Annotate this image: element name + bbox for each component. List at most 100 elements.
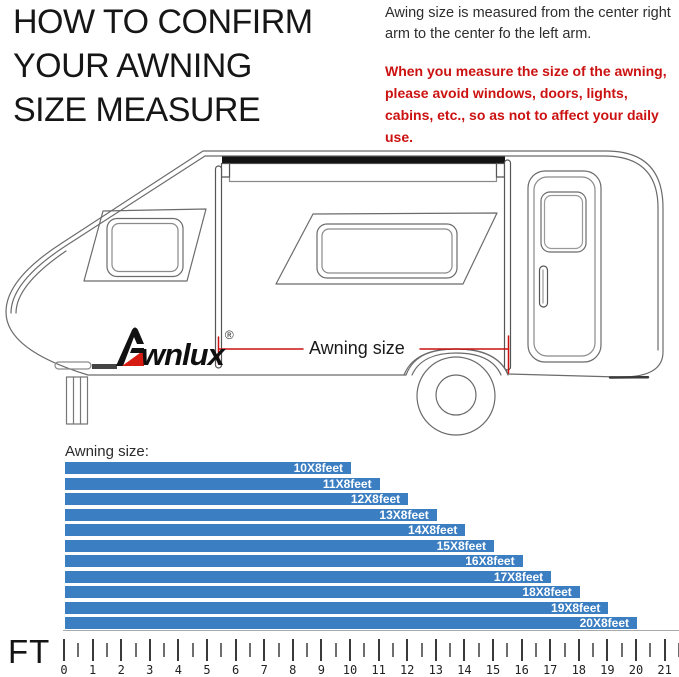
bar-10X8feet: 10X8feet: [65, 462, 351, 474]
bar-18X8feet: 18X8feet: [65, 586, 580, 598]
middle-window: [316, 223, 458, 279]
bar-label: 13X8feet: [379, 507, 429, 522]
awning-arm-right: [503, 159, 512, 371]
tick-9: [320, 639, 323, 661]
door-handle: [538, 265, 549, 308]
tick-21: [663, 639, 666, 661]
middle-window-panel: [275, 212, 498, 285]
tick-17: [549, 639, 552, 661]
tick-16: [520, 639, 523, 661]
bar-15X8feet: 15X8feet: [65, 538, 494, 553]
tick-minor-7.5: [277, 643, 280, 657]
tick-10: [349, 639, 351, 661]
awning-case: [228, 162, 498, 183]
tick-14: [463, 639, 466, 661]
tick-number-10: 10: [342, 663, 358, 677]
tick-number-15: 15: [485, 663, 501, 677]
measure-warning: When you measure the size of the awning,…: [385, 63, 667, 145]
tick-minor-6.5: [248, 643, 251, 657]
tick-minor-4.5: [191, 643, 194, 657]
tick-number-8: 8: [289, 663, 297, 677]
awning-bracket-right: [495, 162, 506, 178]
awning-size-measure-label: Awning size: [306, 338, 408, 359]
tick-number-12: 12: [399, 663, 415, 677]
tick-minor-11.5: [391, 643, 394, 657]
bar-label: 18X8feet: [522, 585, 572, 599]
title-line-1: HOW TO CONFIRM: [13, 3, 313, 41]
tick-number-17: 17: [542, 663, 558, 677]
tick-20: [635, 639, 637, 661]
jockey-post: [65, 376, 89, 425]
tick-minor-5.5: [220, 643, 223, 657]
tick-number-9: 9: [317, 663, 325, 677]
bar-label: 17X8feet: [493, 569, 544, 584]
tick-1: [91, 639, 94, 661]
awning-size-chart: 10X8feet 11X8feet 12X8feet 13X8feet 14X8feet…: [65, 462, 637, 633]
tick-5: [206, 639, 208, 661]
bar-label: 20X8feet: [579, 616, 629, 630]
bar-label: 10X8feet: [293, 461, 343, 475]
tick-number-19: 19: [600, 663, 615, 677]
tick-number-11: 11: [371, 663, 386, 677]
tick-number-14: 14: [457, 663, 472, 677]
tick-minor-14.5: [477, 643, 480, 657]
tick-19: [606, 639, 609, 661]
tick-11: [377, 639, 380, 661]
door: [527, 170, 602, 363]
brand-logo-a-icon: [92, 327, 144, 369]
bar-label: 15X8feet: [436, 538, 486, 553]
tick-15: [492, 639, 494, 661]
tick-6: [234, 639, 237, 661]
tick-minor-19.5: [620, 643, 623, 657]
hitch-bar: [54, 361, 92, 370]
tick-number-21: 21: [657, 663, 672, 677]
tick-minor-16.5: [534, 643, 537, 657]
bar-11X8feet: 11X8feet: [65, 476, 380, 491]
bar-label: 16X8feet: [465, 554, 515, 568]
awning-arm-left: [214, 165, 223, 369]
bar-14X8feet: 14X8feet: [65, 523, 466, 537]
tick-number-18: 18: [571, 663, 587, 677]
tick-minor-15.5: [506, 643, 509, 657]
bar-19X8feet: 19X8feet: [65, 600, 609, 615]
tick-minor-2.5: [134, 643, 137, 657]
ruler-baseline: [63, 630, 679, 631]
tick-0: [63, 639, 65, 661]
tick-number-6: 6: [231, 663, 240, 677]
tick-number-7: 7: [260, 663, 268, 677]
tick-13: [434, 639, 437, 661]
bar-label: 14X8feet: [408, 523, 458, 537]
measure-lines: [217, 335, 510, 374]
tick-number-1: 1: [88, 663, 97, 677]
tick-minor-13.5: [449, 643, 452, 657]
bar-label: 12X8feet: [350, 492, 401, 506]
tick-12: [406, 639, 409, 661]
page-title: HOW TO CONFIRM YOUR AWNING SIZE MEASURE: [13, 0, 313, 132]
wheel: [416, 356, 496, 436]
tick-minor-18.5: [592, 643, 595, 657]
bar-12X8feet: 12X8feet: [65, 492, 409, 506]
tick-number-3: 3: [146, 663, 154, 677]
title-line-3: SIZE MEASURE: [13, 91, 261, 129]
tick-minor-20.5: [649, 643, 652, 657]
tick-7: [263, 639, 266, 661]
tick-minor-17.5: [563, 643, 566, 657]
tick-number-0: 0: [60, 663, 68, 677]
tick-minor-9.5: [334, 643, 337, 657]
tick-minor-3.5: [163, 643, 166, 657]
tick-number-2: 2: [117, 663, 125, 677]
tick-4: [177, 639, 180, 661]
tick-number-16: 16: [514, 663, 529, 677]
tick-3: [148, 639, 151, 661]
ruler: FT 0 1 2 3 4 5 6 7 8 9 10 11 12 13 14 15 16 17 18 19 20 21: [0, 630, 679, 677]
bar-13X8feet: 13X8feet: [65, 507, 437, 522]
tick-18: [577, 639, 580, 661]
tick-8: [291, 639, 294, 661]
tick-number-20: 20: [628, 663, 644, 677]
wheel-hub: [435, 374, 477, 416]
bar-label: 19X8feet: [551, 600, 601, 615]
bar-label: 11X8feet: [322, 476, 372, 491]
awning-bracket-left: [220, 162, 231, 178]
